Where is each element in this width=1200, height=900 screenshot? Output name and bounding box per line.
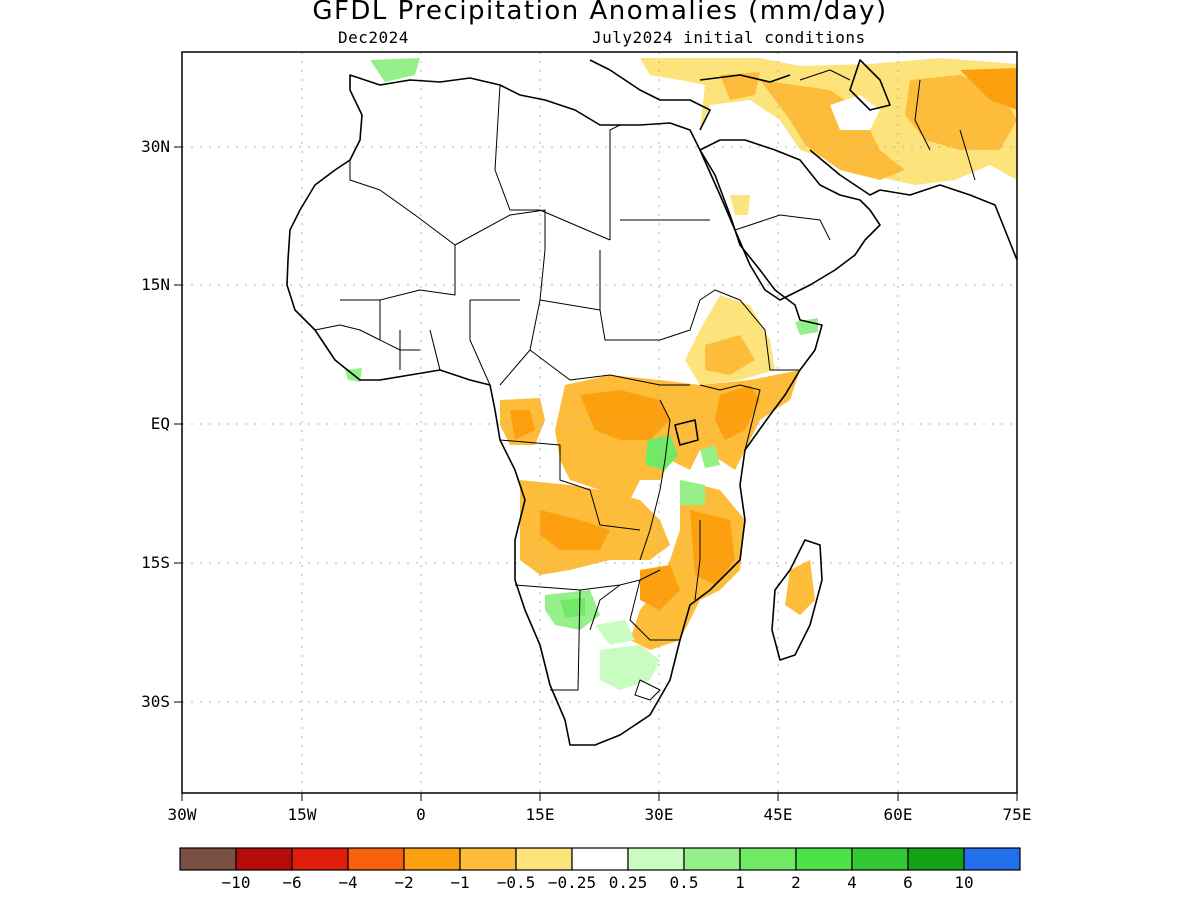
colorbar-labels: −10 −6 −4 −2 −1 −0.5 −0.25 0.25 0.5 1 2 4 6 10 [222,873,974,892]
colorbar-box [235,847,293,871]
colorbar-label: 0.5 [670,873,699,892]
arabia-coastline [699,139,881,301]
colorbar-label: −0.25 [548,873,596,892]
persian-gulf-coast [809,149,881,196]
africa-coastline [286,74,823,746]
lat-label-30s: 30S [141,692,170,711]
lon-label-45e: 45E [764,805,793,824]
colorbar-box [795,847,853,871]
colorbar-boxes [179,847,1021,871]
lat-label-15s: 15S [141,553,170,572]
colorbar-label: 10 [954,873,973,892]
lon-label-30w: 30W [168,805,197,824]
colorbar-label: 2 [791,873,801,892]
colorbar-label: −2 [394,873,413,892]
lon-ticks [181,793,1018,801]
lon-label-75e: 75E [1003,805,1032,824]
colorbar-box [963,847,1021,871]
madagascar-coastline [771,539,823,661]
colorbar-box [459,847,517,871]
map-frame [181,51,1018,794]
colorbar-box [515,847,573,871]
colorbar-label: 1 [735,873,745,892]
colorbar-label: −1 [450,873,469,892]
colorbar-box [291,847,349,871]
lon-label-60e: 60E [884,805,913,824]
colorbar-label: 0.25 [609,873,648,892]
lon-label-0: 0 [416,805,426,824]
anatolia-coast [699,74,791,83]
lat-ticks [174,146,182,703]
colorbar-label: −4 [338,873,357,892]
lon-label-30e: 30E [645,805,674,824]
initial-conditions-label: July2024 initial conditions [592,28,866,47]
caspian-coast [849,59,891,111]
chart-title: GFDL Precipitation Anomalies (mm/day) [312,0,888,26]
lat-label-30n: 30N [141,137,170,156]
colorbar-box [683,847,741,871]
colorbar-label: −10 [222,873,251,892]
colorbar-box [179,847,237,871]
colorbar-label: 6 [903,873,913,892]
iran-coastline [879,184,1017,261]
colorbar-label: −0.5 [497,873,536,892]
colorbar-label: 4 [847,873,857,892]
lat-label-eq: EQ [151,414,170,433]
country-borders [314,69,976,701]
coastlines [286,59,1017,746]
lake-victoria [674,419,699,446]
lon-label-15e: 15E [526,805,555,824]
colorbar-box [627,847,685,871]
lon-label-15w: 15W [288,805,317,824]
colorbar-label: −6 [282,873,301,892]
lat-label-15n: 15N [141,275,170,294]
forecast-month-label: Dec2024 [338,28,409,47]
colorbar-box [403,847,461,871]
colorbar-box [851,847,909,871]
mediterranean-north-coast [589,59,711,131]
colorbar-box [907,847,965,871]
map-gridlines [182,52,1017,793]
colorbar-box [347,847,405,871]
colorbar-box [739,847,797,871]
colorbar-box [571,847,629,871]
